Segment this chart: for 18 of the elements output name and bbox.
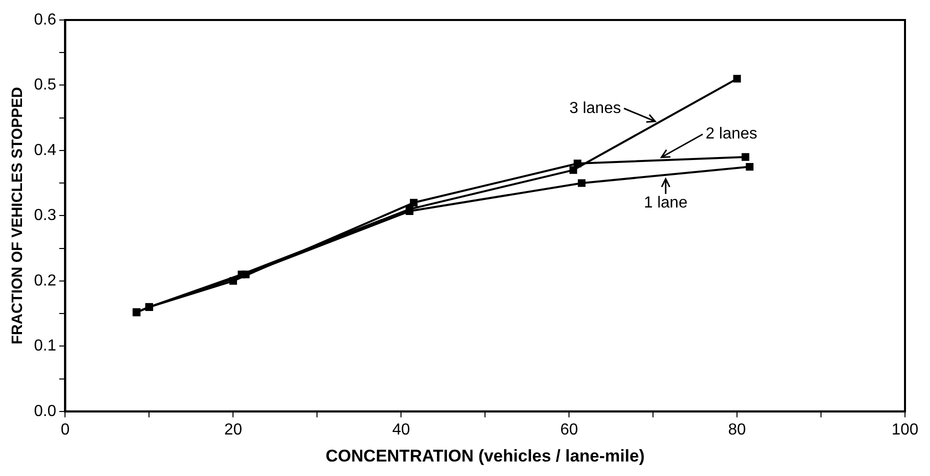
- x-tick-label: 0: [60, 421, 70, 438]
- y-axis-title: FRACTION OF VEHICLES STOPPED: [9, 86, 26, 344]
- x-tick-label: 80: [728, 421, 746, 438]
- series-label: 1 lane: [644, 194, 688, 212]
- x-tick-label: 40: [392, 421, 410, 438]
- y-tick-label: 0.4: [34, 142, 56, 159]
- y-tick-label: 0.1: [34, 338, 56, 355]
- y-tick-label: 0.3: [34, 207, 56, 224]
- x-tick-label: 20: [224, 421, 242, 438]
- legend-label: 3 lanes: [569, 100, 621, 117]
- series-label: 2 lanes: [706, 126, 758, 143]
- x-tick-label: 60: [560, 421, 578, 438]
- y-tick-label: 0.6: [34, 11, 56, 28]
- x-axis-title: CONCENTRATION (vehicles / lane-mile): [326, 446, 645, 466]
- y-tick-label: 0.0: [34, 402, 56, 420]
- y-tick-label: 0.5: [34, 76, 56, 94]
- x-tick-label: 100: [892, 421, 918, 438]
- y-tick-label: 0.2: [34, 272, 56, 290]
